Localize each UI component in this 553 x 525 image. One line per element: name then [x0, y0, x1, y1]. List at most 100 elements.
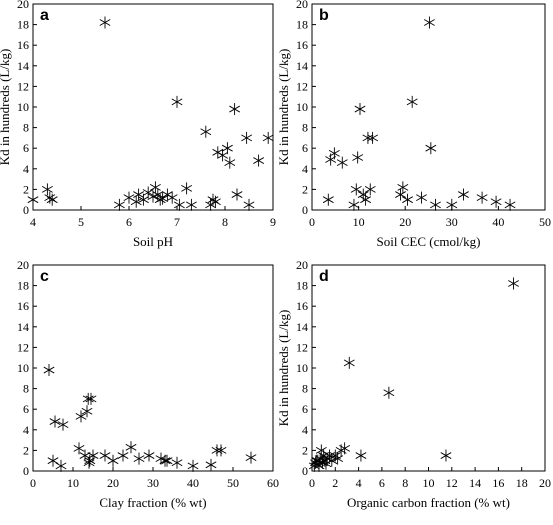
y-tick-label: 4 [302, 162, 308, 176]
data-point-stroke [350, 186, 362, 193]
y-tick-label: 14 [296, 320, 308, 334]
data-point-stroke [367, 134, 379, 142]
data-point-stroke [133, 455, 145, 463]
y-tick-label: 2 [23, 182, 29, 196]
y-axis-title: Kd in hundreds (L/kg) [0, 49, 12, 166]
y-tick-label: 10 [17, 361, 29, 375]
data-point-stroke [231, 191, 243, 198]
data-point [207, 193, 219, 206]
data-point-stroke [315, 447, 327, 454]
data-point-stroke [423, 19, 435, 26]
x-tick-label: 12 [446, 476, 458, 490]
data-point [133, 452, 145, 465]
data-point-stroke [171, 459, 183, 467]
data-point-stroke [99, 452, 111, 459]
data-point [425, 142, 437, 155]
panel-c: c 0 10 20 30 40 50 60 0 2 4 6 8 10 12 14 16 18 20 Clay frac… [17, 258, 279, 510]
data-point [147, 190, 159, 203]
panel-b: b 0 10 20 30 40 50 0 2 4 6 8 10 12 14 16 18 20 Soil CEC (c… [276, 0, 551, 249]
data-point [83, 456, 95, 469]
x-tick-label: 6 [379, 476, 385, 490]
data-point-stroke [99, 19, 111, 26]
data-point [161, 454, 173, 467]
y-tick-label: 0 [23, 464, 29, 478]
x-tick-label: 60 [267, 476, 279, 490]
x-tick-label: 20 [539, 476, 551, 490]
data-point-stroke [262, 134, 274, 142]
x-tick-label: 40 [187, 476, 199, 490]
data-point-stroke [130, 198, 142, 206]
data-point [352, 151, 364, 164]
data-point-stroke [217, 152, 229, 159]
data-point [107, 454, 119, 467]
data-point-stroke [406, 98, 418, 106]
data-point [87, 449, 99, 462]
y-tick-label: 12 [17, 79, 29, 93]
data-point-stroke [360, 196, 372, 204]
data-point-stroke [143, 452, 155, 459]
data-point [490, 195, 502, 208]
data-point-stroke [137, 196, 149, 204]
data-point-stroke [181, 184, 193, 192]
data-point [55, 459, 67, 472]
data-point-stroke [27, 196, 39, 204]
data-point-stroke [354, 105, 366, 113]
plot-frame [311, 3, 546, 211]
data-point-stroke [355, 452, 367, 459]
data-point [355, 449, 367, 462]
data-point-stroke [322, 196, 334, 204]
y-tick-label: 4 [23, 162, 29, 176]
data-point-stroke [383, 389, 395, 397]
data-point [336, 156, 348, 169]
data-point-stroke [41, 186, 53, 193]
data-point [402, 193, 413, 206]
data-point [406, 95, 418, 108]
data-point [508, 277, 519, 290]
y-tick-label: 10 [296, 361, 308, 375]
data-point [81, 405, 93, 418]
data-point [458, 188, 469, 201]
data-point [446, 198, 458, 211]
data-point [350, 183, 362, 196]
y-tick-label: 6 [23, 141, 29, 155]
y-tick-label: 4 [302, 423, 308, 437]
y-tick-label: 18 [17, 18, 29, 32]
data-point [113, 198, 125, 211]
data-point [171, 456, 183, 469]
data-point [229, 103, 241, 116]
x-tick-label: 9 [270, 215, 276, 229]
data-point-stroke [241, 134, 253, 142]
data-point [343, 356, 355, 369]
plot-frame [311, 264, 546, 472]
data-point [75, 410, 87, 423]
data-point-stroke [243, 201, 255, 209]
data-point-stroke [209, 198, 221, 206]
x-tick-label: 8 [222, 215, 228, 229]
data-point [166, 191, 178, 204]
data-point [185, 198, 197, 211]
data-point [362, 131, 374, 144]
data-point [43, 364, 55, 377]
data-point-stroke [187, 462, 199, 470]
y-tick-label: 6 [23, 402, 29, 416]
data-point-stroke [224, 159, 236, 167]
y-tick-label: 8 [302, 382, 308, 396]
data-point [360, 193, 372, 206]
data-point [79, 449, 91, 462]
data-point [46, 193, 58, 206]
x-axis-title: Clay fraction (% wt) [99, 495, 206, 510]
data-point-stroke [79, 452, 91, 459]
y-tick-label: 18 [296, 18, 308, 32]
panel-letter: d [319, 268, 329, 285]
y-tick-label: 12 [296, 79, 308, 93]
data-point-stroke [125, 443, 137, 451]
x-tick-label: 8 [402, 476, 408, 490]
y-tick-label: 10 [17, 100, 29, 114]
data-point-stroke [149, 183, 161, 191]
y-tick-label: 18 [296, 279, 308, 293]
x-tick-label: 30 [147, 476, 159, 490]
data-point-stroke [75, 413, 87, 420]
data-point-stroke [332, 455, 344, 463]
y-tick-label: 2 [23, 443, 29, 457]
x-tick-label: 40 [492, 215, 504, 229]
